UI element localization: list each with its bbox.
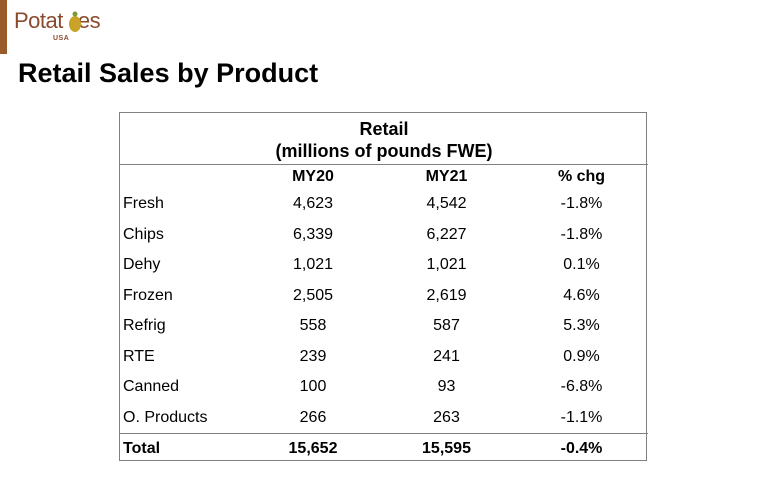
total-my20: 15,652 bbox=[248, 433, 378, 464]
total-chg: -0.4% bbox=[515, 433, 649, 464]
row-my21: 93 bbox=[437, 378, 456, 396]
row-chg: 0.9% bbox=[563, 347, 600, 365]
row-chg: -1.8% bbox=[560, 225, 603, 243]
row-label: Chips bbox=[123, 225, 164, 243]
row-my21: 241 bbox=[433, 347, 460, 365]
table-row: Fresh 4,623 4,542 -1.8% bbox=[120, 189, 648, 220]
total-my21: 15,595 bbox=[378, 433, 515, 464]
row-chg: -6.8% bbox=[560, 378, 603, 396]
row-my20: 2,505 bbox=[292, 286, 334, 304]
row-label: Refrig bbox=[123, 317, 166, 335]
table-row: Chips 6,339 6,227 -1.8% bbox=[120, 220, 648, 251]
row-my21: 4,542 bbox=[426, 195, 467, 213]
table-total-row: Total 15,652 15,595 -0.4% bbox=[120, 433, 649, 464]
row-my20: 4,623 bbox=[292, 195, 334, 213]
header-my20: MY20 bbox=[292, 168, 334, 185]
row-my20: 558 bbox=[299, 317, 327, 335]
caption-line-2: (millions of pounds FWE) bbox=[275, 141, 493, 161]
row-chg: -1.1% bbox=[560, 408, 603, 426]
row-my20: 239 bbox=[299, 347, 327, 365]
slide-title: Retail Sales by Product bbox=[18, 58, 319, 88]
header-my21: MY21 bbox=[425, 168, 468, 185]
row-label: Fresh bbox=[123, 195, 164, 213]
table-header-row: MY20 MY21 % chg bbox=[120, 165, 648, 190]
row-chg: 4.6% bbox=[563, 286, 600, 304]
caption-line-1: Retail bbox=[359, 119, 409, 139]
row-label: Frozen bbox=[123, 286, 173, 304]
row-label: RTE bbox=[123, 347, 155, 365]
table-row: O. Products 266 263 -1.1% bbox=[120, 403, 648, 434]
table-caption: Retail (millions of pounds FWE) bbox=[120, 113, 649, 165]
row-chg: 5.3% bbox=[563, 317, 600, 335]
retail-sales-table: Retail (millions of pounds FWE) MY20 MY2… bbox=[119, 112, 649, 464]
row-chg: -1.8% bbox=[560, 195, 603, 213]
header-pct-chg: % chg bbox=[557, 168, 606, 185]
table-row: Refrig 558 587 5.3% bbox=[120, 311, 648, 342]
logo-sub-text: USA bbox=[53, 35, 70, 42]
row-my21: 587 bbox=[433, 317, 460, 335]
row-label: Dehy bbox=[123, 256, 161, 274]
row-my20: 6,339 bbox=[292, 225, 334, 243]
row-my20: 1,021 bbox=[292, 256, 334, 274]
table-row: Frozen 2,505 2,619 4.6% bbox=[120, 281, 648, 312]
header-empty bbox=[120, 165, 248, 190]
row-chg: 0.1% bbox=[563, 256, 600, 274]
potato-icon bbox=[69, 11, 81, 32]
accent-bar bbox=[0, 0, 7, 54]
row-my21: 263 bbox=[433, 408, 460, 426]
potatoes-usa-logo: Potat es USA bbox=[14, 8, 104, 48]
table-caption-row: Retail (millions of pounds FWE) bbox=[120, 113, 649, 165]
table-row: Canned 100 93 -6.8% bbox=[120, 372, 648, 403]
row-my20: 266 bbox=[299, 408, 327, 426]
row-my21: 2,619 bbox=[426, 286, 467, 304]
table-row: Dehy 1,021 1,021 0.1% bbox=[120, 250, 648, 281]
row-label: Canned bbox=[123, 378, 180, 396]
logo-wordmark: Potat es bbox=[14, 8, 101, 33]
row-label: O. Products bbox=[123, 408, 208, 426]
table-row: RTE 239 241 0.9% bbox=[120, 342, 648, 373]
total-label: Total bbox=[120, 433, 248, 464]
row-my21: 1,021 bbox=[426, 256, 467, 274]
row-my21: 6,227 bbox=[426, 225, 467, 243]
row-my20: 100 bbox=[299, 378, 327, 396]
